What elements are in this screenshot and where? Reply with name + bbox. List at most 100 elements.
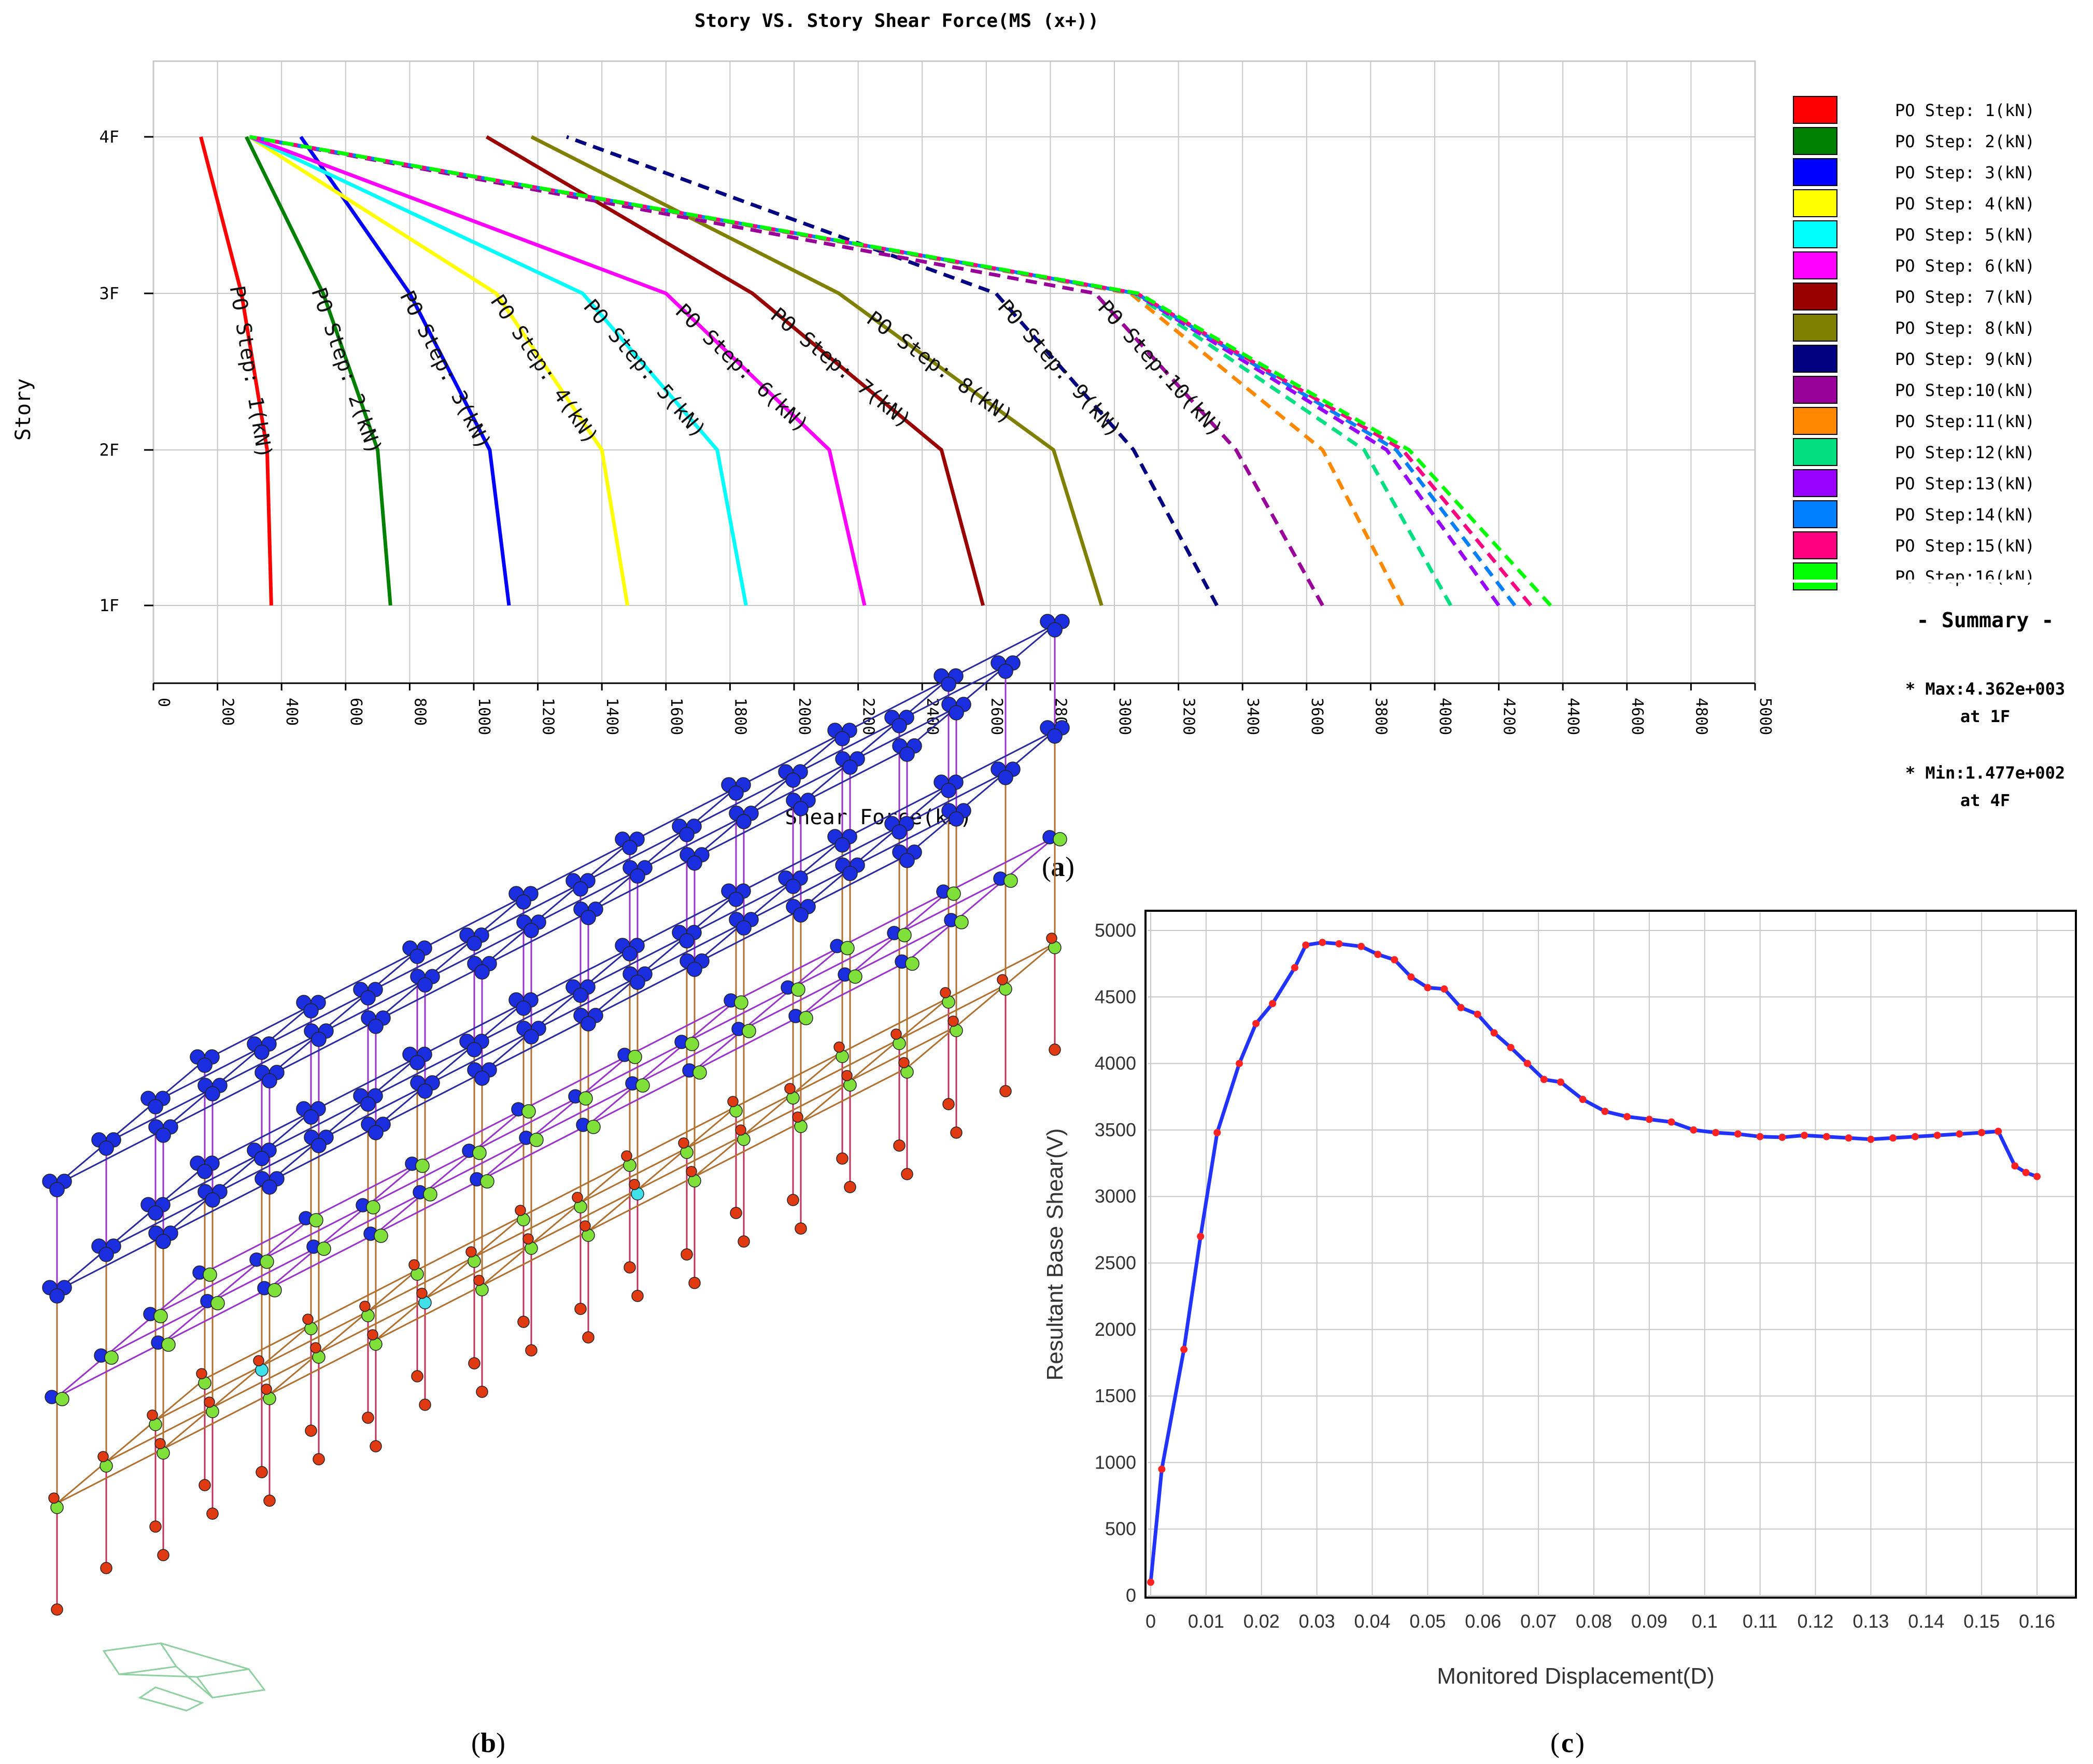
plastic-hinge-node [310, 1342, 321, 1353]
beam-member [106, 1406, 213, 1463]
beam-member [580, 828, 687, 885]
summary-max-value: * Max:4.362e+003 [1905, 679, 2065, 699]
chart-a-legend[interactable]: PO Step: 1(kN) PO Step: 2(kN) PO Step: 3(k… [1793, 96, 2035, 590]
plastic-hinge-node [897, 928, 912, 942]
plastic-hinge-node [899, 853, 915, 868]
plastic-hinge-node [736, 920, 752, 936]
beam-member [204, 1323, 312, 1380]
plastic-hinge-node [1049, 1043, 1061, 1056]
chart-a-series [199, 135, 1552, 607]
beam-member [948, 624, 1055, 680]
plastic-hinge-node [679, 933, 695, 949]
pushover-point [1357, 942, 1365, 950]
chart-a-grid [153, 61, 1756, 684]
x-tick-label: 0 [1146, 1611, 1156, 1632]
beam-member [310, 1269, 418, 1325]
x-tick-label: 0.01 [1188, 1611, 1224, 1632]
beam-member [318, 979, 426, 1035]
pushover-point [1822, 1133, 1830, 1140]
summary-title: - Summary - [1917, 609, 2054, 632]
legend-swatch [1793, 220, 1837, 248]
series-line [249, 135, 1552, 607]
plastic-hinge-node [48, 1492, 60, 1504]
pushover-point [2033, 1173, 2041, 1180]
beam-member [1005, 942, 1055, 986]
x-tick-label: 0.12 [1797, 1611, 1833, 1632]
beam-member [743, 1080, 851, 1136]
beam-member [629, 1106, 737, 1162]
beam-member [842, 891, 949, 947]
pushover-point [2011, 1162, 2019, 1170]
plastic-hinge-node [465, 1246, 477, 1258]
x-tick-label: 4600 [1628, 698, 1646, 735]
chart-c-x-axis-label: Monitored Displacement(D) [1437, 1663, 1715, 1689]
legend-swatch [1793, 562, 1837, 590]
x-tick-label: 0.09 [1631, 1611, 1667, 1632]
beam-member [56, 1342, 164, 1398]
series-inline-label: PO Step: 2(kN) [306, 285, 386, 458]
series-line [249, 135, 1405, 606]
x-tick-label: 0.13 [1852, 1611, 1889, 1632]
plastic-hinge-node [262, 1073, 277, 1089]
plastic-hinge-node [578, 1091, 593, 1106]
legend-entry-label: PO Step:14(kN) [1895, 505, 2035, 525]
pushover-point [1474, 1010, 1481, 1018]
plastic-hinge-node [622, 840, 638, 855]
plastic-hinge-node [148, 1205, 163, 1221]
plastic-hinge-node [524, 1029, 539, 1045]
pushover-point [1374, 951, 1382, 958]
plastic-hinge-node [579, 1220, 591, 1232]
plastic-hinge-node [210, 1296, 225, 1310]
beam-member [580, 1041, 687, 1097]
plastic-hinge-node [360, 1096, 376, 1112]
plastic-hinge-node [472, 1146, 487, 1160]
beam-member [523, 1054, 630, 1110]
plastic-hinge-node [154, 1438, 166, 1449]
plastic-hinge-node [949, 811, 964, 827]
beam-member [417, 1002, 524, 1059]
beam-member [106, 1300, 213, 1357]
plastic-hinge-node [998, 770, 1013, 785]
plastic-hinge-node [954, 915, 969, 929]
legend-entry-label: PO Step: 8(kN) [1895, 318, 2035, 338]
x-tick-label: 800 [411, 698, 429, 726]
beam-member [261, 1204, 369, 1261]
beam-member [155, 1152, 262, 1209]
beam-member [482, 1137, 532, 1180]
beam-member [425, 1256, 475, 1300]
plastic-hinge-node [624, 1261, 636, 1274]
pushover-point [1291, 964, 1298, 971]
beam-member [850, 919, 957, 976]
legend-clip-mask [1792, 580, 2083, 583]
plastic-hinge-node [196, 1368, 207, 1379]
chart-c-series [1147, 939, 2041, 1586]
plastic-hinge-node [793, 907, 809, 923]
beam-member [956, 984, 1006, 1027]
plastic-hinge-node [842, 866, 858, 881]
beam-member [163, 1075, 270, 1131]
caption-c: c [1561, 1727, 1574, 1758]
pushover-point [1557, 1078, 1564, 1086]
caption-a: a [1051, 851, 1065, 882]
chart-a-title: Story VS. Story Shear Force(MS (x+)) [695, 10, 1099, 32]
pushover-point [1889, 1134, 1897, 1142]
plastic-hinge-node [153, 1309, 168, 1323]
plastic-hinge-node [835, 731, 850, 746]
caption-b: b [480, 1727, 496, 1758]
x-tick-label: 5000 [1756, 698, 1774, 735]
chart-a-y-axis-label: Story [11, 378, 35, 441]
plastic-hinge-node [309, 1213, 323, 1227]
plastic-hinge-node [999, 1085, 1012, 1097]
beam-member [694, 1028, 744, 1071]
beam-member [694, 1121, 801, 1178]
beam-member [793, 826, 900, 882]
pushover-point [1507, 1043, 1515, 1051]
plastic-hinge-node [408, 1259, 420, 1271]
plastic-hinge-node [833, 1041, 845, 1053]
plastic-hinge-node [368, 1125, 384, 1140]
x-tick-label: 0.07 [1520, 1611, 1557, 1632]
plastic-hinge-node [892, 718, 907, 733]
beam-member [269, 1020, 376, 1077]
beam-member [637, 1134, 744, 1191]
plastic-hinge-node [942, 1098, 955, 1110]
